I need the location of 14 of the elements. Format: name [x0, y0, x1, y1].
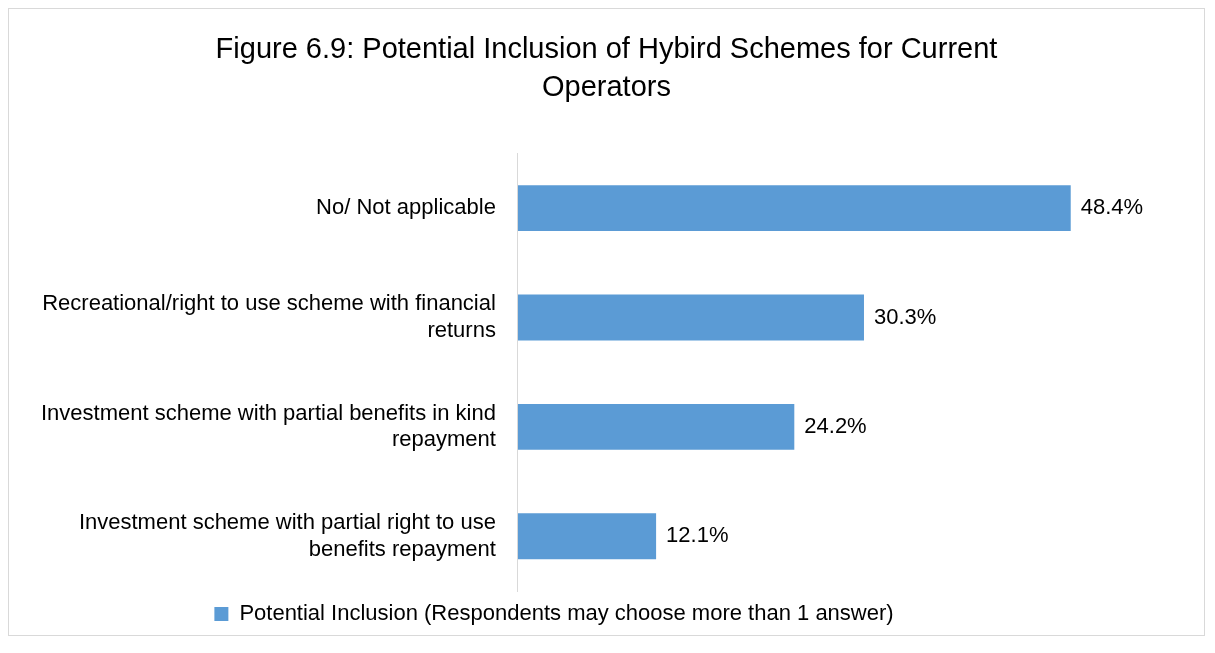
bar [517, 294, 864, 341]
y-tick-label: Investment scheme with partial benefits in kind repayment [41, 399, 496, 452]
legend-label: Potential Inclusion (Respondents may choose more than 1 answer) [239, 600, 894, 626]
y-tick-label: Investment scheme with partial right to use benefits repayment [78, 509, 496, 561]
chart-title: Figure 6.9: Potential Inclusion of Hybird Schemes for Current Operators [214, 31, 999, 104]
data-label: 48.4% [1080, 194, 1144, 220]
bar [517, 185, 1071, 232]
data-label: 24.2% [804, 412, 867, 438]
data-label: 12.1% [666, 522, 729, 548]
y-tick-label: Recreational/right to use scheme with financial returns [42, 290, 496, 342]
data-label: 30.3% [873, 303, 937, 329]
bar [517, 403, 795, 450]
bar [517, 513, 657, 560]
y-tick-label: No/ Not applicable [316, 194, 496, 220]
